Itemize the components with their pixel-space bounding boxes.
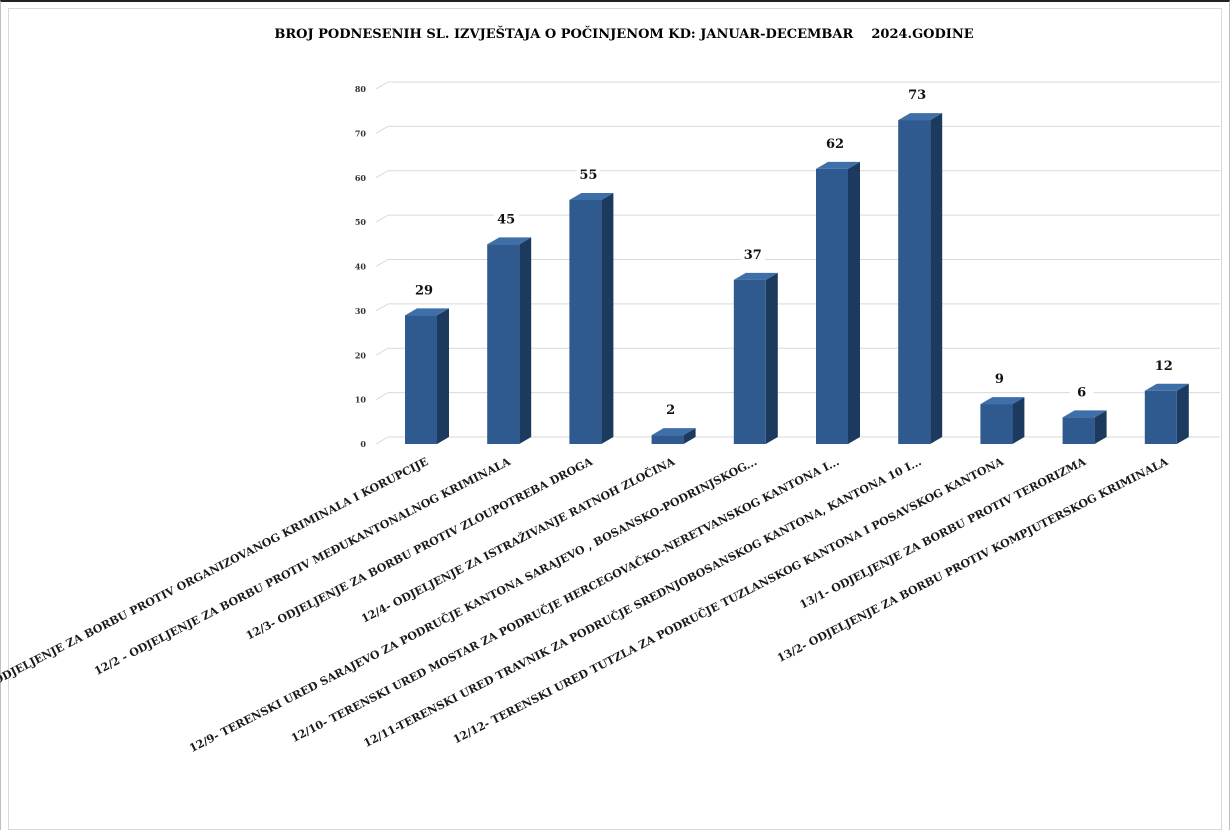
- bar: [816, 161, 860, 444]
- data-label-box: [412, 281, 436, 299]
- bar: [569, 192, 614, 444]
- data-label-box: [494, 210, 519, 228]
- bar-side: [1012, 397, 1025, 444]
- y-tick-label: 80: [355, 84, 367, 94]
- category-label: 12/2 - ODJELJENJE ZA BORBU PROTIV MEĐUKA…: [92, 455, 513, 678]
- bar-top: [898, 113, 943, 121]
- category-label: 13/2- ODJELJENJE ZA BORBU PROTIV KOMPJUT…: [775, 455, 1170, 665]
- y-tick-label: 70: [355, 128, 367, 138]
- bar: [733, 272, 778, 444]
- bar-front: [1144, 390, 1177, 444]
- bar-top: [733, 272, 778, 280]
- gridline-floor: [375, 392, 389, 401]
- bar-top: [569, 192, 614, 200]
- y-tick-label: 0: [360, 439, 366, 449]
- bar-front: [733, 279, 766, 444]
- data-label-box: [576, 165, 601, 183]
- gridline-floor: [375, 347, 389, 356]
- data-label-box: [987, 370, 1012, 388]
- bar: [1062, 410, 1107, 444]
- gridline-floor: [375, 303, 389, 312]
- bar: [898, 113, 943, 444]
- data-label: 45: [497, 212, 515, 227]
- bar-front: [1062, 417, 1095, 444]
- data-label-box: [1069, 383, 1094, 401]
- category-label: 12/12- TERENSKI URED TUTZLA ZA PODRUČJE …: [450, 454, 1006, 746]
- y-tick-label: 40: [355, 262, 367, 272]
- bar-side: [848, 161, 860, 444]
- category-label: 13/1- ODJELJENJE ZA BORBU PROTIV TERORIZ…: [798, 455, 1089, 612]
- data-label-box: [740, 245, 765, 263]
- bar-top: [405, 308, 449, 316]
- data-label: 9: [995, 372, 1004, 387]
- bar-top: [980, 397, 1025, 405]
- bar-side: [683, 428, 696, 444]
- category-label: 12/10- TERENSKI URED MOSTAR ZA PODRUČJE …: [289, 454, 842, 745]
- y-axis-ticks: 0 10 20 30 40 50 60 70 80: [355, 84, 367, 449]
- data-label: 6: [1077, 385, 1086, 400]
- chart-title: BROJ PODNESENIH SL. IZVJEŠTAJA O POČINJE…: [274, 25, 973, 42]
- bar: [405, 308, 449, 444]
- bar-front: [405, 315, 437, 444]
- bar-side: [437, 308, 449, 444]
- bar-front: [651, 435, 684, 444]
- bar-front: [569, 199, 602, 444]
- y-tick-label: 50: [355, 217, 367, 227]
- bar-front: [980, 404, 1013, 444]
- bar: [1144, 383, 1189, 444]
- bar-front: [816, 168, 848, 444]
- gridline-floor: [375, 81, 389, 90]
- data-label: 73: [908, 88, 926, 103]
- bar-front: [898, 120, 931, 444]
- bar-top: [487, 237, 532, 245]
- gridline-floor: [375, 170, 389, 179]
- bar: [487, 237, 532, 444]
- bar-top: [651, 428, 696, 436]
- data-label: 55: [579, 168, 597, 183]
- bar-side: [765, 272, 778, 444]
- bar-side: [1094, 410, 1107, 444]
- bar: [651, 428, 696, 444]
- data-labels: 29 45 55 2 37 62 73 9 6 12: [412, 86, 1176, 419]
- category-labels: 12/1-ODJELJENJE ZA BORBU PROTIV ORGANIZO…: [0, 454, 1171, 755]
- bar-side: [930, 113, 943, 444]
- gridline-floor: [375, 259, 389, 267]
- bar-top: [1144, 383, 1189, 391]
- bar-side: [1176, 383, 1189, 444]
- bar-top: [816, 161, 860, 169]
- category-label: 12/9- TERENSKI URED SARAJEVO ZA PODRUČJE…: [187, 454, 759, 755]
- data-label: 29: [415, 283, 433, 298]
- gridline-floor: [375, 214, 389, 223]
- gridline-floor: [375, 125, 389, 134]
- data-label-box: [823, 134, 847, 152]
- bar-front: [487, 244, 520, 444]
- data-label: 37: [744, 248, 762, 263]
- y-tick-label: 20: [355, 350, 367, 360]
- bar: [980, 397, 1025, 444]
- data-label-box: [905, 86, 930, 104]
- category-label: 12/4- ODJELJENJE ZA ISTRAŽIVANJE RATNOH …: [359, 454, 678, 626]
- data-label: 2: [666, 403, 675, 418]
- chart-area-border: [8, 8, 1222, 830]
- bar-side: [519, 237, 532, 444]
- data-label-box: [1151, 356, 1176, 374]
- y-tick-label: 30: [355, 306, 367, 316]
- data-label-box: [658, 401, 683, 419]
- bar-side: [601, 192, 614, 444]
- gridline-floor: [375, 436, 389, 445]
- y-tick-label: 10: [355, 395, 367, 405]
- y-tick-label: 60: [355, 173, 367, 183]
- bars: [405, 113, 1189, 444]
- bar-top: [1062, 410, 1107, 418]
- data-label: 62: [826, 137, 844, 152]
- data-label: 12: [1155, 359, 1173, 374]
